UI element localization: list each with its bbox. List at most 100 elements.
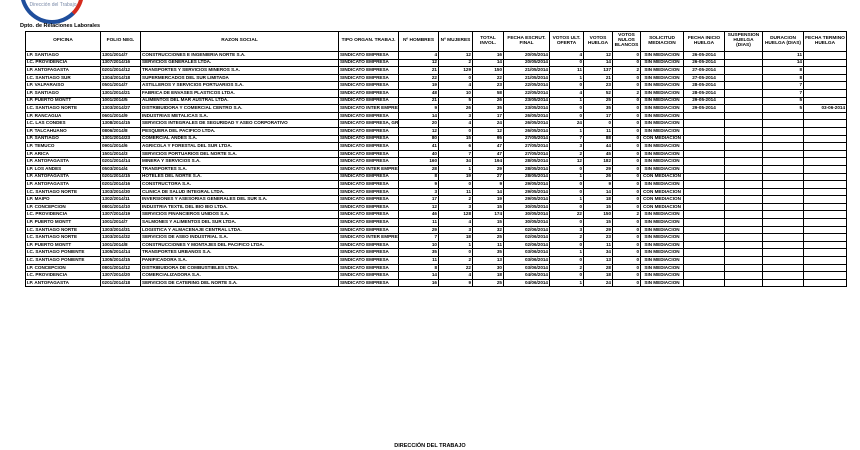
table-cell: 27-05-2014 (683, 73, 725, 83)
table-cell: I.P. TEMUCO (25, 142, 101, 151)
table-cell: 16 (472, 51, 504, 60)
table-cell (803, 96, 847, 106)
table-cell: 21/05/2014 (503, 66, 550, 75)
table-cell: SINDICATO EMPRESA (338, 126, 399, 136)
table-cell (683, 111, 725, 121)
table-cell: 0 (549, 271, 584, 280)
table-cell: 11 (549, 66, 584, 75)
table-cell: 02/06/2014 (503, 233, 550, 242)
table-cell: I.P. ANTOFAGASTA (25, 157, 101, 166)
table-cell: 0 (612, 278, 641, 288)
table-row: I.P. SANTIAGO 1301/2014/21 FABRICA DE ENVA… (25, 88, 847, 98)
table-cell: 58 (472, 88, 504, 98)
table-cell (803, 180, 847, 189)
table-cell (803, 119, 847, 128)
table-cell: 0 (612, 119, 641, 128)
table-cell: SIN MEDIACION (640, 66, 684, 75)
table-cell (724, 164, 763, 174)
table-cell: 28 (398, 164, 439, 174)
table-cell: SIN MEDIACION (640, 142, 684, 151)
table-cell: 04/06/2014 (503, 278, 550, 288)
table-cell (762, 180, 804, 189)
table-cell: 27-05-2014 (683, 66, 725, 75)
table-cell (683, 164, 725, 174)
table-cell: 0806/2014/8 (100, 126, 141, 136)
table-cell (803, 157, 847, 166)
table-cell: SIN MEDIACION (640, 180, 684, 189)
column-header: TOTAL INVOL. (472, 31, 504, 52)
table-cell: SINDICATO EMPRESA (338, 248, 399, 258)
column-header: TIPO ORGAN. TRABAJ. (338, 31, 399, 52)
table-cell: 24 (549, 119, 584, 128)
table-cell: 03-06-2014 (803, 104, 847, 113)
table-cell (724, 104, 763, 113)
table-cell: TRANSPORTES URBANOS S.A. (140, 248, 339, 258)
table-cell (683, 180, 725, 189)
table-row: I.P. ARICA 1501/2014/3 SERVICIOS PORTUARIO… (25, 149, 847, 159)
table-cell (803, 263, 847, 273)
table-cell: 0 (612, 142, 641, 151)
table-cell: SIN MEDIACION (640, 51, 684, 60)
table-cell: SINDICATO EMPRESA (338, 225, 399, 235)
table-cell (724, 180, 763, 189)
table-cell: PESQUERA DEL PACIFICO LTDA. (140, 126, 339, 136)
table-cell: I.P. CONCEPCION (25, 263, 101, 273)
table-cell: 15 (472, 202, 504, 212)
table-cell: I.P. TALCAHUANO (25, 126, 101, 136)
table-cell: 3 (438, 225, 473, 235)
table-cell: 35 (583, 104, 613, 113)
table-cell: 48 (398, 88, 439, 98)
table-row: I.P. ANTOFAGASTA 0201/2014/15 HOTELES DEL … (25, 172, 847, 182)
table-row: I.P. ANTOFAGASTA 0201/2014/12 TRANSPORTES … (25, 66, 847, 75)
table-cell: 29-05-2014 (683, 96, 725, 106)
table-cell: SIN MEDIACION (640, 149, 684, 159)
table-cell: 14 (398, 271, 439, 280)
table-cell: 04/06/2014 (503, 271, 550, 280)
table-cell: 0 (612, 263, 641, 273)
table-cell (762, 263, 804, 273)
table-cell (724, 111, 763, 121)
table-cell (762, 142, 804, 151)
table-cell: I.C. SANTIAGO NORTE (25, 233, 101, 242)
table-cell: 23 (472, 81, 504, 90)
table-cell: 0 (549, 164, 584, 174)
table-cell: TRANSPORTES Y SERVICIOS MINEROS S.A. (140, 66, 339, 75)
table-cell: SIN MEDIACION (640, 225, 684, 235)
table-cell: 23/05/2014 (503, 104, 550, 113)
table-cell: I.P. LOS ANDES (25, 164, 101, 174)
table-cell: 0 (549, 240, 584, 250)
table-cell (683, 195, 725, 204)
column-header: RAZON SOCIAL (140, 31, 339, 52)
table-cell: 0 (438, 248, 473, 258)
table-cell: 02/06/2014 (503, 240, 550, 250)
table-cell: I.C. SANTIAGO PONIENTE (25, 248, 101, 258)
table-cell: SINDICATO EMPRESA (338, 58, 399, 68)
table-cell (683, 218, 725, 227)
table-cell: 1001/2014/5 (100, 96, 141, 106)
table-cell: SIN MEDIACION (640, 256, 684, 265)
table-cell: SIN MEDIACION (640, 88, 684, 98)
table-cell (683, 172, 725, 182)
table-cell: 1304/2014/18 (100, 73, 141, 83)
table-cell: 1301/2014/21 (100, 88, 141, 98)
table-cell (762, 233, 804, 242)
table-cell (724, 126, 763, 136)
table-cell: 13 (583, 256, 613, 265)
table-cell: 3 (549, 142, 584, 151)
table-cell (803, 195, 847, 204)
table-cell: 26/05/2014 (503, 119, 550, 128)
column-header: SOLICITUD MEDIACION (640, 31, 684, 52)
table-cell: I.P. PUERTO MONTT (25, 218, 101, 227)
table-cell: 7 (398, 233, 439, 242)
table-cell (762, 195, 804, 204)
table-cell: I.P. SANTIAGO (25, 51, 101, 60)
table-cell: 24 (583, 278, 613, 288)
table-cell: 0 (612, 96, 641, 106)
table-cell: SINDICATO EMPRESA (338, 157, 399, 166)
table-cell: CON MEDIACION (640, 172, 684, 182)
table-cell: 12 (438, 51, 473, 60)
table-cell: 0 (612, 240, 641, 250)
table-cell (803, 248, 847, 258)
table-cell: 2 (549, 263, 584, 273)
table-cell: 32 (472, 225, 504, 235)
